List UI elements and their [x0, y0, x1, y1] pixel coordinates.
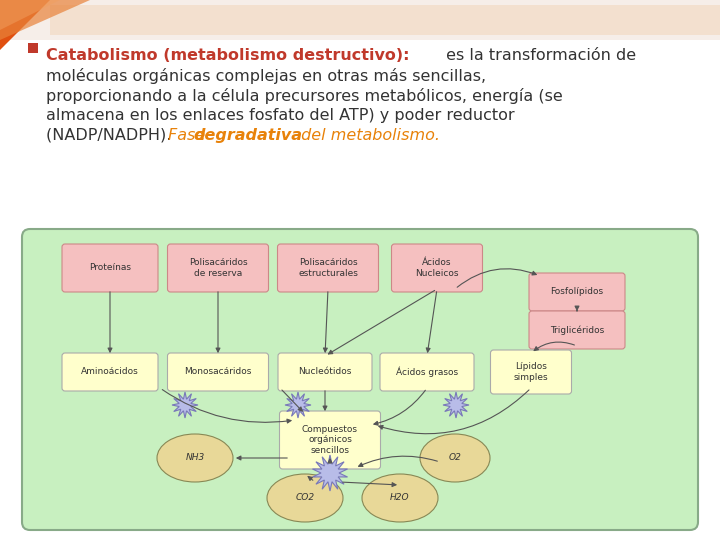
Text: degradativa: degradativa [193, 128, 302, 143]
Text: Polisacáridos
estructurales: Polisacáridos estructurales [298, 258, 358, 278]
Polygon shape [443, 392, 469, 418]
Text: del metabolismo.: del metabolismo. [296, 128, 440, 143]
Text: Triglicéridos: Triglicéridos [550, 325, 604, 335]
FancyBboxPatch shape [279, 411, 380, 469]
FancyBboxPatch shape [62, 353, 158, 391]
Polygon shape [285, 392, 311, 418]
Polygon shape [0, 0, 90, 40]
Text: H2O: H2O [390, 494, 410, 503]
Ellipse shape [157, 434, 233, 482]
Text: Catabolismo (metabolismo destructivo):: Catabolismo (metabolismo destructivo): [46, 48, 410, 63]
Text: CO2: CO2 [295, 494, 315, 503]
Text: moléculas orgánicas complejas en otras más sencillas,: moléculas orgánicas complejas en otras m… [46, 68, 486, 84]
FancyBboxPatch shape [529, 273, 625, 311]
Text: almacena en los enlaces fosfato del ATP) y poder reductor: almacena en los enlaces fosfato del ATP)… [46, 108, 515, 123]
Text: Compuestos
orgánicos
sencillos: Compuestos orgánicos sencillos [302, 425, 358, 455]
FancyBboxPatch shape [168, 244, 269, 292]
Bar [50, 5, 720, 35]
Text: Nucleótidos: Nucleótidos [298, 368, 351, 376]
FancyBboxPatch shape [22, 229, 698, 530]
Ellipse shape [362, 474, 438, 522]
FancyBboxPatch shape [392, 244, 482, 292]
Text: proporcionando a la célula precursores metabólicos, energía (se: proporcionando a la célula precursores m… [46, 88, 563, 104]
Text: Aminoácidos: Aminoácidos [81, 368, 139, 376]
Polygon shape [312, 455, 348, 491]
Text: Ácidos
Nucleicos: Ácidos Nucleicos [415, 258, 459, 278]
Text: Fase: Fase [168, 128, 210, 143]
FancyBboxPatch shape [380, 353, 474, 391]
Polygon shape [172, 392, 198, 418]
Text: es la transformación de: es la transformación de [441, 48, 636, 63]
FancyBboxPatch shape [277, 244, 379, 292]
Bar [0, 0, 720, 40]
Bar [0, 0, 720, 40]
Polygon shape [0, 0, 60, 30]
FancyBboxPatch shape [490, 350, 572, 394]
Text: NH3: NH3 [185, 454, 204, 462]
Text: (NADP/NADPH).: (NADP/NADPH). [46, 128, 176, 143]
Text: Fosfolípidos: Fosfolípidos [550, 287, 603, 296]
FancyBboxPatch shape [529, 311, 625, 349]
FancyBboxPatch shape [62, 244, 158, 292]
FancyBboxPatch shape [168, 353, 269, 391]
FancyBboxPatch shape [278, 353, 372, 391]
Text: Monosacáridos: Monosacáridos [184, 368, 252, 376]
Text: O2: O2 [449, 454, 462, 462]
Polygon shape [0, 0, 50, 50]
Text: Lípidos
simples: Lípidos simples [513, 362, 549, 382]
Text: Polisacáridos
de reserva: Polisacáridos de reserva [189, 258, 247, 278]
Text: Proteínas: Proteínas [89, 264, 131, 273]
Text: Ácidos grasos: Ácidos grasos [396, 367, 458, 377]
Ellipse shape [420, 434, 490, 482]
Ellipse shape [267, 474, 343, 522]
Bar [28, 43, 38, 53]
